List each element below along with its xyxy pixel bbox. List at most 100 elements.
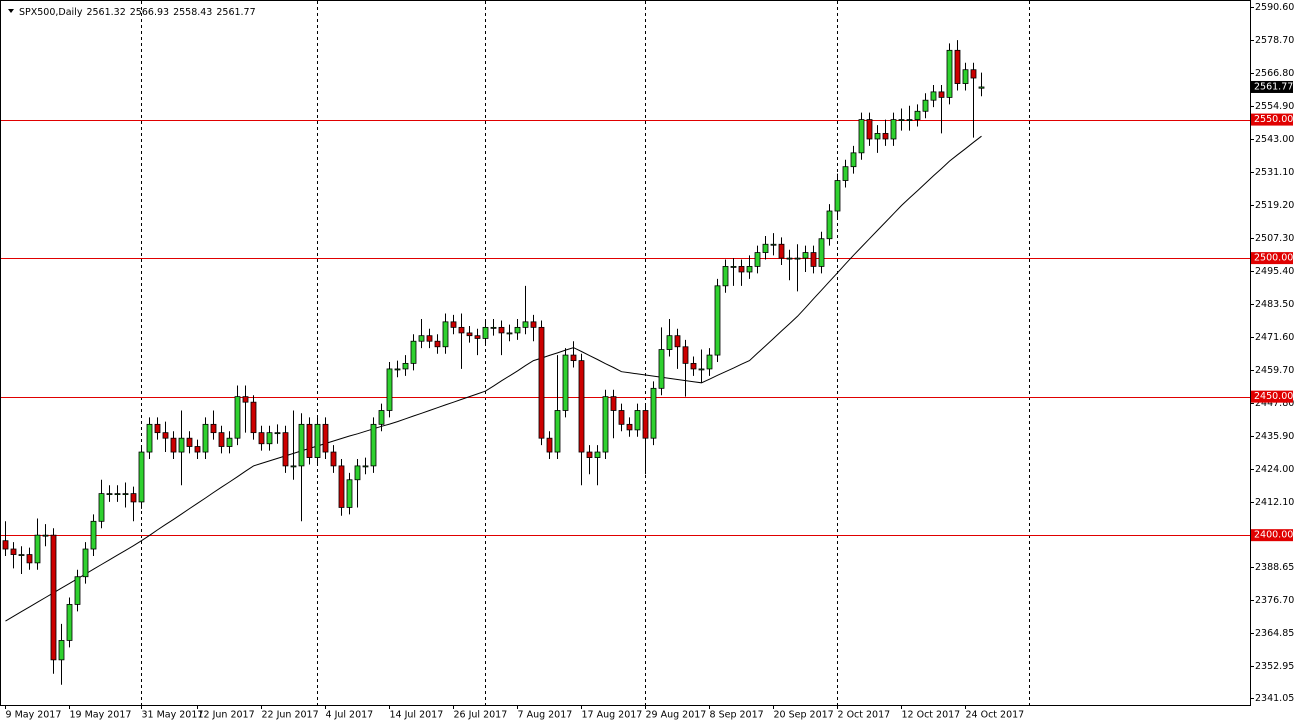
candle-body (562, 354, 569, 411)
candle-body (954, 49, 961, 84)
candle-body (610, 396, 617, 411)
y-tick-label: 2578.70 (1255, 35, 1294, 46)
candle-body (66, 604, 73, 641)
candle-body (922, 99, 929, 112)
y-tick-label: 2483.50 (1255, 299, 1294, 310)
candle-body (866, 119, 873, 140)
candle-body (274, 432, 281, 435)
candle-body (242, 396, 249, 403)
x-tick-label: 24 Oct 2017 (966, 710, 1025, 721)
candle-body (50, 534, 57, 661)
x-tick-label: 9 May 2017 (6, 710, 62, 721)
candle-body (642, 410, 649, 439)
candle-body (842, 166, 849, 181)
candle-body (682, 346, 689, 364)
y-tick-label: 2459.70 (1255, 365, 1294, 376)
x-tick-label: 20 Sep 2017 (774, 710, 834, 721)
x-tick-label: 12 Jun 2017 (198, 710, 255, 721)
candle-body (82, 548, 89, 578)
header-low: 2558.43 (173, 7, 212, 18)
candle-body (738, 266, 745, 273)
candle-body (474, 335, 481, 339)
candle-body (578, 360, 585, 453)
candle-body (90, 520, 97, 550)
y-tick-label: 2424.00 (1255, 464, 1294, 475)
candle-body (458, 326, 465, 334)
candle-body (930, 91, 937, 101)
y-tick-label: 2554.90 (1255, 101, 1294, 112)
candle-body (946, 49, 953, 98)
candle-body (122, 493, 129, 496)
y-tick-label: 2352.95 (1255, 661, 1294, 672)
candle-body (690, 362, 697, 370)
x-tick-label: 19 May 2017 (70, 710, 132, 721)
x-tick-label: 2 Oct 2017 (838, 710, 891, 721)
candle-body (26, 554, 33, 564)
candle-body (810, 252, 817, 267)
candle-body (290, 465, 297, 468)
candle-body (850, 152, 857, 168)
candle-body (674, 335, 681, 348)
candle-body (962, 69, 969, 84)
candle-body (418, 335, 425, 342)
candle-body (210, 423, 217, 434)
x-tick-label: 7 Aug 2017 (518, 710, 573, 721)
x-tick-label: 8 Sep 2017 (710, 710, 764, 721)
candle-body (58, 640, 65, 661)
candle-body (362, 465, 369, 468)
level-label-box (1251, 252, 1293, 265)
candle-body (650, 387, 657, 439)
candle-body (154, 423, 161, 434)
candle-body (298, 423, 305, 467)
candle-body (618, 410, 625, 425)
candle-body (466, 332, 473, 337)
candle-body (490, 326, 497, 329)
chart-title: SPX500,Daily (19, 7, 83, 18)
y-tick-label: 2341.05 (1255, 693, 1294, 704)
candle-body (386, 368, 393, 411)
candle-body (138, 451, 145, 503)
header-arrow (8, 9, 14, 13)
candle-body (402, 362, 409, 370)
candle-body (482, 326, 489, 339)
candle-body (522, 321, 529, 328)
y-tick-label: 2435.90 (1255, 431, 1294, 442)
candle-body (218, 432, 225, 447)
x-tick-label: 17 Aug 2017 (582, 710, 643, 721)
candle-body (98, 493, 105, 522)
plot-frame (0, 0, 1251, 706)
y-tick-label: 2519.20 (1255, 200, 1294, 211)
y-tick-label: 2566.80 (1255, 68, 1294, 79)
level-label-box (1251, 113, 1293, 126)
level-label-box (1251, 390, 1293, 403)
candle-body (626, 423, 633, 431)
candle-body (890, 119, 897, 140)
candle-body (506, 332, 513, 335)
level-label: 2500.00 (1254, 253, 1293, 264)
last-price-label: 2561.77 (1254, 81, 1293, 92)
candle-body (186, 437, 193, 447)
candle-body (178, 437, 185, 453)
candle-body (258, 432, 265, 445)
candle-body (130, 493, 137, 503)
candle-body (634, 410, 641, 431)
x-tick-label: 14 Jul 2017 (390, 710, 444, 721)
candle-body (762, 243, 769, 253)
candle-body (34, 534, 41, 564)
candle-body (786, 257, 793, 260)
candle-body (554, 410, 561, 453)
header-open: 2561.32 (86, 7, 125, 18)
candle-body (834, 180, 841, 212)
x-tick-label: 12 Oct 2017 (902, 710, 961, 721)
candle-body (874, 133, 881, 140)
candle-body (498, 326, 505, 334)
candle-body (146, 423, 153, 453)
chart-header: SPX500,Daily 2561.32 2566.93 2558.43 2561.77 (19, 7, 256, 18)
candle-body (2, 540, 9, 550)
level-label: 2400.00 (1254, 530, 1293, 541)
candle-body (794, 257, 801, 260)
candle-body (778, 243, 785, 259)
candle-body (546, 437, 553, 453)
candle-body (914, 110, 921, 120)
